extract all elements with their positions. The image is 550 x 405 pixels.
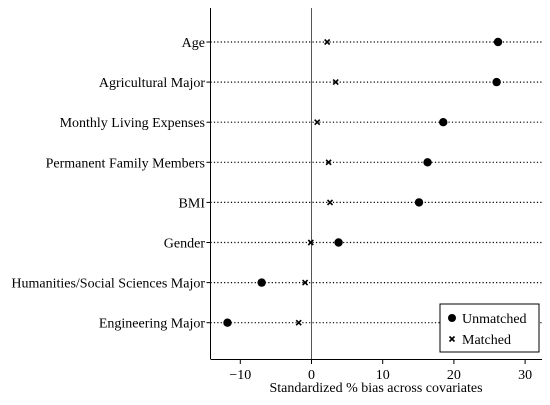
matched-point — [332, 79, 339, 86]
plot-frame — [210, 8, 542, 360]
unmatched-point — [334, 238, 343, 247]
category-label: Agricultural Major — [99, 76, 205, 91]
category-label: BMI — [179, 196, 206, 211]
matched-point — [314, 119, 321, 126]
matched-point — [326, 199, 334, 206]
category-label: Engineering Major — [99, 317, 205, 332]
unmatched-point — [492, 77, 501, 87]
data-markers — [223, 37, 503, 327]
legend-box — [439, 303, 540, 353]
category-labels: Age Agricultural Major Monthly Living Expe… — [11, 36, 211, 332]
matched-point — [302, 279, 309, 286]
matched-point — [325, 159, 332, 166]
category-label: Monthly Living Expenses — [60, 116, 205, 131]
x-tick-label: 0 — [308, 368, 315, 383]
x-tick-label: 10 — [376, 368, 390, 383]
unmatched-point — [223, 318, 232, 327]
matched-point — [295, 319, 302, 326]
legend-unmatched-marker — [448, 314, 456, 322]
unmatched-point — [493, 37, 503, 47]
category-label: Age — [182, 36, 205, 51]
category-label: Permanent Family Members — [46, 156, 205, 171]
x-tick-label: −10 — [229, 368, 251, 383]
legend-unmatched-label: Unmatched — [462, 312, 527, 327]
unmatched-point — [257, 278, 266, 287]
x-tick-label: 20 — [447, 368, 461, 383]
legend-matched-label: Matched — [462, 333, 511, 348]
x-axis-title: Standardized % bias across covariates — [269, 381, 482, 396]
x-axis-ticks: −10 0 10 20 30 — [229, 359, 532, 383]
dotted-guides — [210, 41, 542, 324]
matched-point — [324, 38, 331, 46]
unmatched-point — [414, 198, 424, 207]
legend: Unmatched Matched — [439, 303, 540, 353]
category-label: Humanities/Social Sciences Major — [11, 277, 205, 292]
legend-matched-marker — [448, 335, 456, 343]
x-tick-label: 30 — [518, 368, 532, 383]
category-label: Gender — [164, 237, 206, 252]
unmatched-point — [439, 118, 448, 127]
unmatched-point — [423, 158, 432, 167]
matched-point — [307, 239, 314, 246]
